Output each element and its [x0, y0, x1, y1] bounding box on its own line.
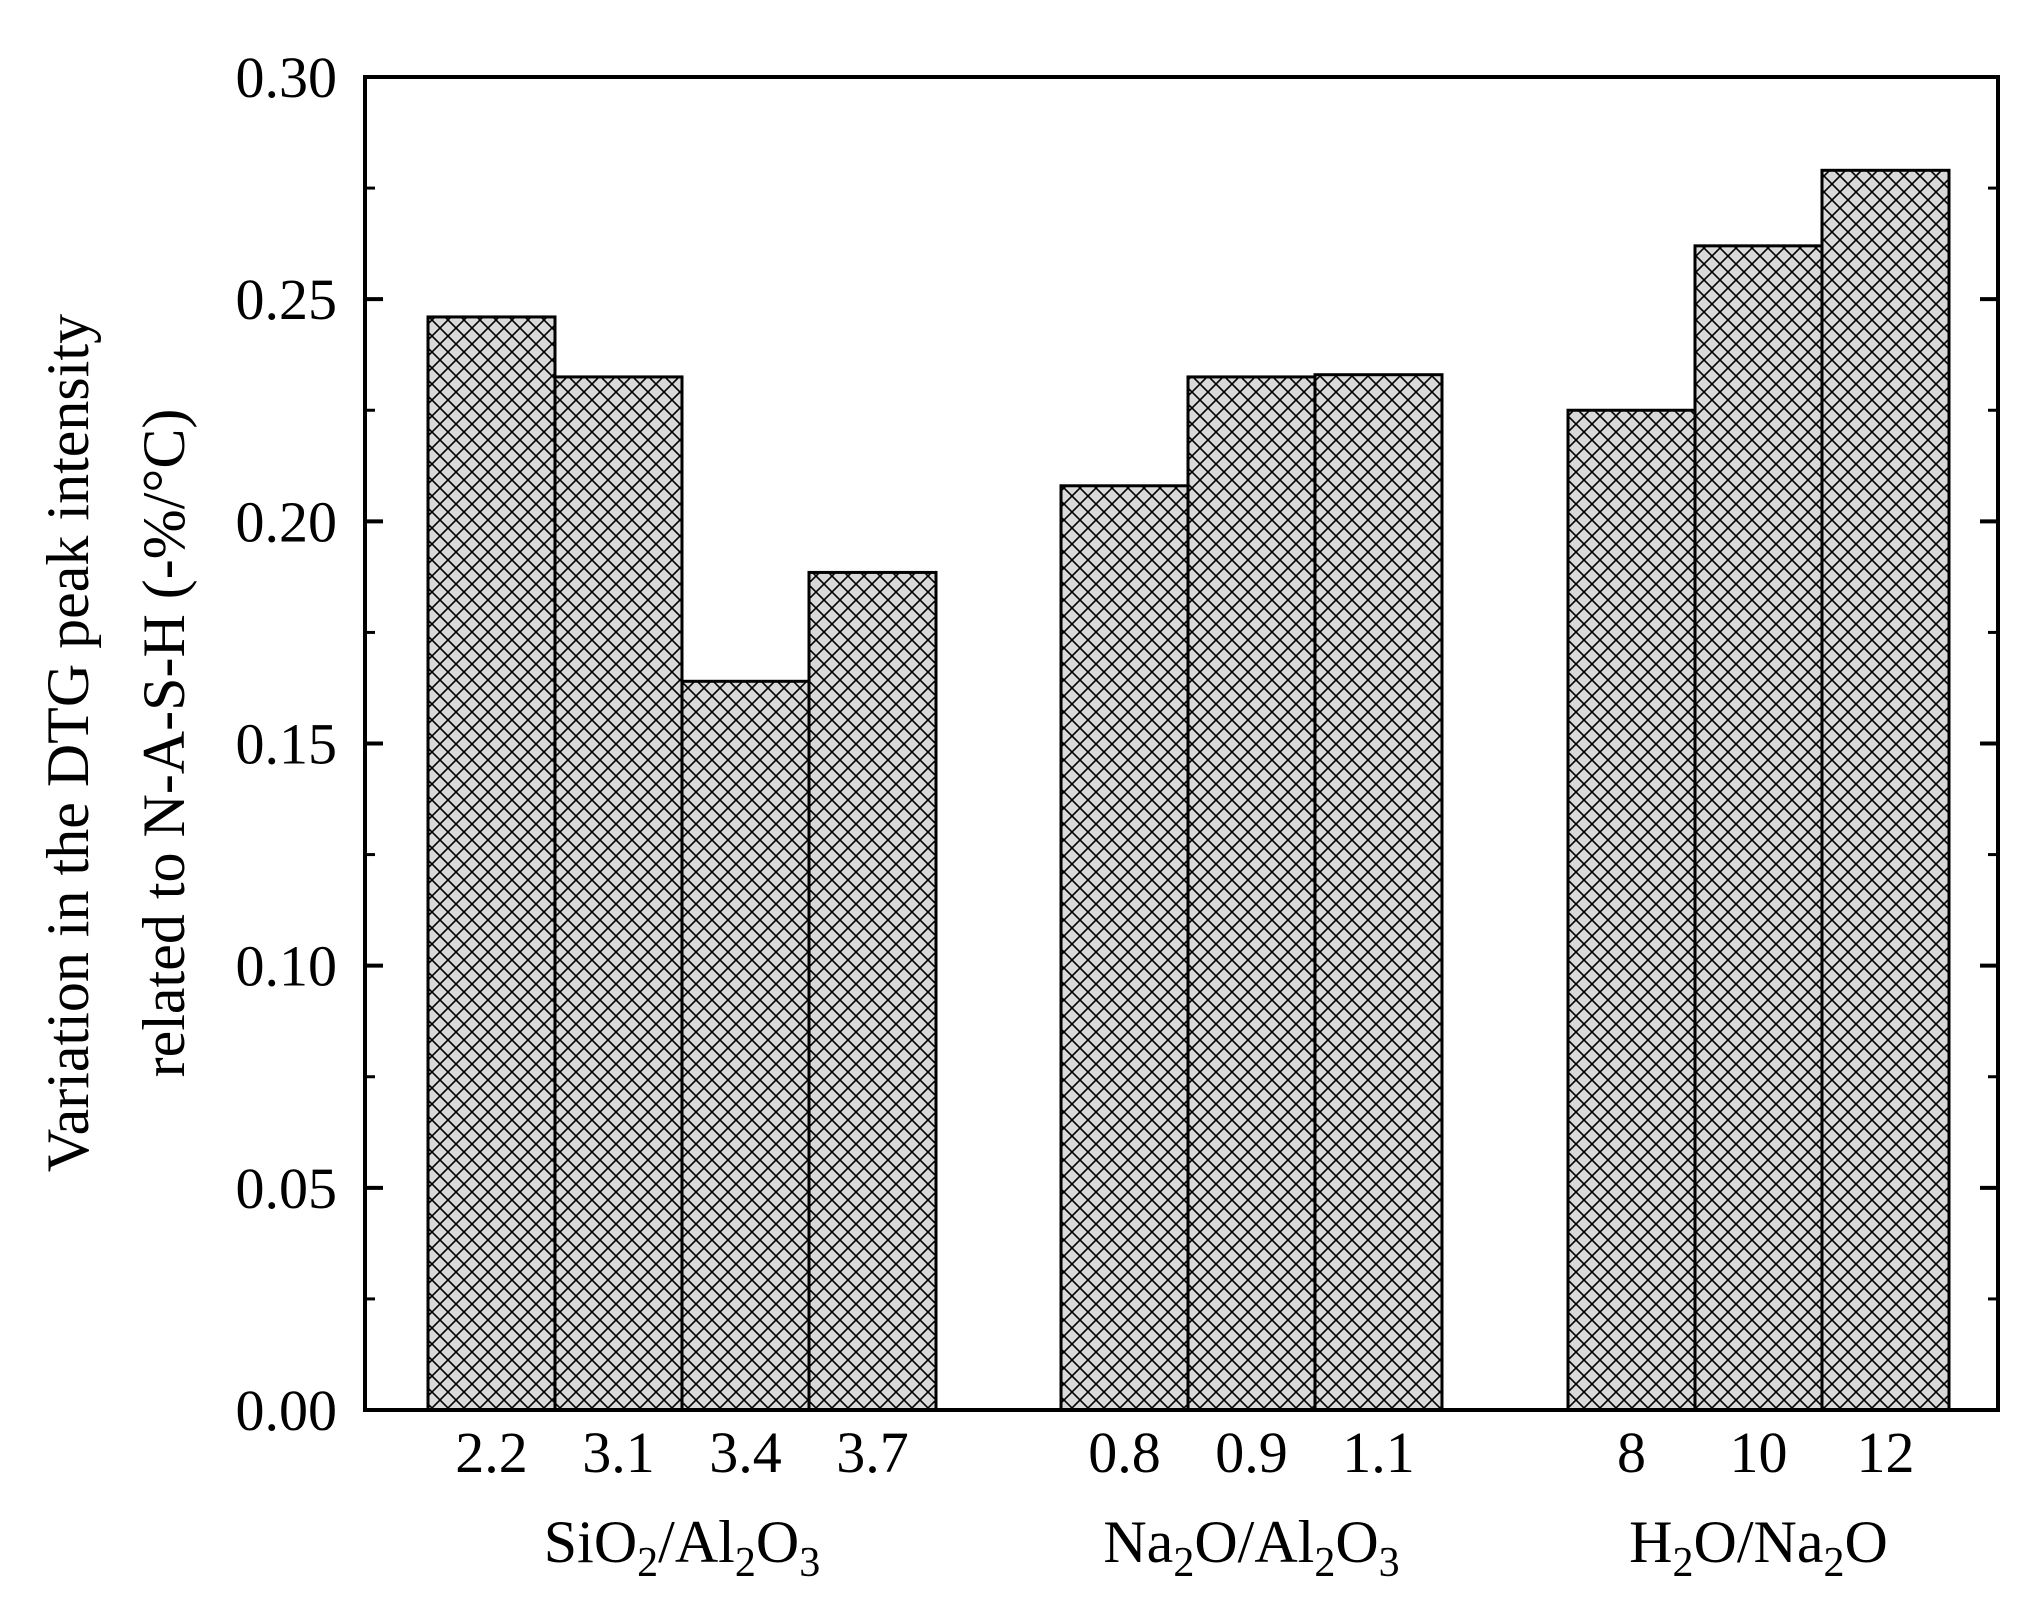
- x-tick-label: 10: [1730, 1420, 1788, 1485]
- bar-2-0_9: [1186, 375, 1317, 1412]
- y-tick-label: 0.25: [236, 267, 338, 332]
- x-tick-label: 8: [1617, 1420, 1646, 1485]
- bar-1-3_4: [680, 679, 811, 1412]
- group-labels: SiO2/Al2O3 Na2O/Al2O3 H2O/Na2O: [544, 1509, 1888, 1586]
- group-label-3: H2O/Na2O: [1629, 1509, 1888, 1586]
- bars-layer: [426, 168, 1951, 1412]
- group-label-1: SiO2/Al2O3: [544, 1509, 820, 1586]
- bar-1-3_1: [553, 375, 684, 1412]
- bar-2-0_8: [1059, 484, 1190, 1412]
- y-tick-label: 0.10: [236, 934, 338, 999]
- bar-1-3_7: [807, 570, 938, 1412]
- x-tick-label: 3.7: [836, 1420, 909, 1485]
- y-tick-label: 0.00: [236, 1378, 338, 1443]
- y-tick-label: 0.05: [236, 1156, 338, 1221]
- group-label-2: Na2O/Al2O3: [1103, 1509, 1399, 1586]
- y-ticks: 0.00 0.05 0.10 0.15 0.20 0.25 0.30: [236, 45, 1998, 1443]
- bar-3-8: [1566, 408, 1697, 1412]
- x-tick-label: 0.8: [1088, 1420, 1161, 1485]
- y-axis-label: Variation in the DTG peak intensity rela…: [35, 314, 197, 1172]
- y-tick-label: 0.30: [236, 45, 338, 110]
- bar-2-1_1: [1313, 373, 1444, 1412]
- y-tick-label: 0.15: [236, 712, 338, 777]
- bar-3-10: [1693, 244, 1824, 1412]
- y-axis-label-line-1: Variation in the DTG peak intensity: [35, 314, 101, 1172]
- x-tick-label: 0.9: [1215, 1420, 1288, 1485]
- x-tick-label: 3.4: [709, 1420, 782, 1485]
- bar-1-2_2: [426, 315, 557, 1412]
- x-tick-label: 1.1: [1342, 1420, 1415, 1485]
- x-tick-labels: 2.2 3.1 3.4 3.7 0.8 0.9 1.1 8 10 12: [455, 1420, 1914, 1485]
- y-axis-label-line-2: related to N-A-S-H (-%/°C): [131, 409, 197, 1078]
- x-tick-label: 12: [1857, 1420, 1915, 1485]
- x-tick-label: 2.2: [455, 1420, 528, 1485]
- x-tick-label: 3.1: [582, 1420, 655, 1485]
- bar-3-12: [1820, 168, 1951, 1412]
- y-tick-label: 0.20: [236, 489, 338, 554]
